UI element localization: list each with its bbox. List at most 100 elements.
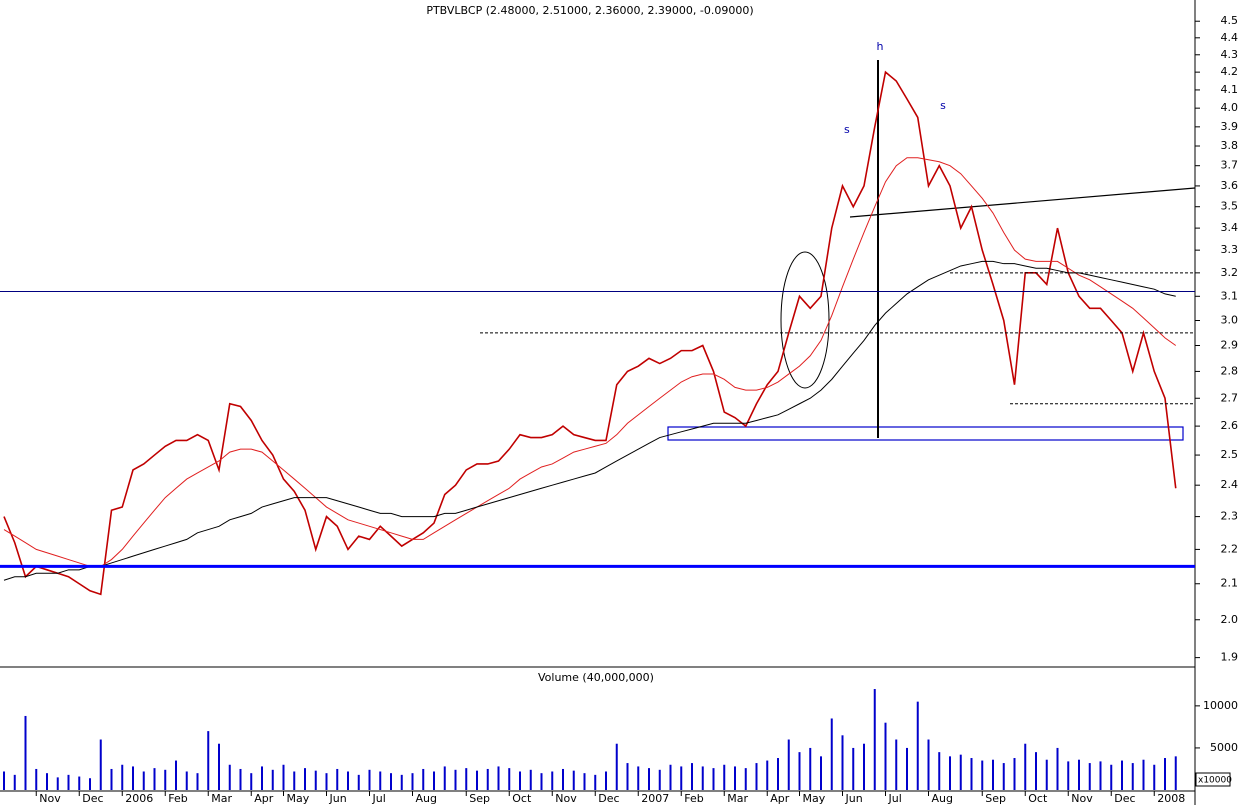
y-tick-label: 2.9	[1221, 339, 1239, 352]
volume-bar	[863, 743, 865, 790]
volume-bar	[562, 768, 564, 790]
volume-bar	[433, 771, 435, 790]
volume-bar	[927, 739, 930, 790]
volume-bar	[282, 764, 285, 790]
unit-box	[1195, 772, 1231, 787]
chart-title: PTBVLBCP (2.48000, 2.51000, 2.36000, 2.3…	[426, 4, 753, 17]
volume-bar	[443, 766, 446, 790]
x-tick-label: Sep	[985, 792, 1006, 805]
y-tick-label: 2.2	[1221, 542, 1239, 555]
price-line	[3, 70, 1177, 596]
volume-bar	[336, 768, 339, 790]
volume-bar	[261, 766, 263, 790]
volume-bar	[218, 743, 220, 790]
y-tick-label: 3.3	[1221, 243, 1239, 256]
x-tick-label: Jun	[845, 792, 863, 805]
volume-bar	[196, 773, 199, 790]
volume-bar	[304, 768, 306, 790]
volume-bar	[895, 739, 898, 790]
x-tick-label: Feb	[684, 792, 703, 805]
x-tick-label: Dec	[82, 792, 103, 805]
volume-bar	[239, 768, 242, 790]
volume-bar	[540, 773, 543, 790]
x-tick-label: 2007	[641, 792, 669, 805]
x-tick-label: Feb	[168, 792, 187, 805]
volume-bar	[798, 752, 801, 790]
volume-bar	[873, 689, 876, 790]
volume-bar	[583, 773, 586, 790]
volume-bar	[1121, 760, 1123, 790]
volume-bar	[379, 771, 382, 790]
volume-bar	[648, 768, 650, 790]
volume-bar	[142, 771, 145, 790]
volume-bar	[981, 760, 984, 790]
volume-title: Volume (40,000,000)	[538, 671, 654, 684]
volume-bar	[46, 773, 48, 790]
volume-bar	[164, 769, 167, 790]
volume-bar	[347, 771, 349, 790]
price-line	[3, 260, 1176, 581]
volume-bar	[970, 758, 973, 790]
y-tick-label: 4.2	[1221, 65, 1239, 78]
x-tick-label: Mar	[211, 792, 232, 805]
x-tick-label: Dec	[598, 792, 619, 805]
volume-bar	[132, 766, 134, 790]
volume-bar	[949, 756, 951, 790]
volume-bar	[691, 763, 693, 790]
x-tick-label: Jul	[372, 792, 386, 805]
y-tick-label: 3.5	[1221, 200, 1239, 213]
x-tick-label: Sep	[469, 792, 490, 805]
volume-bar	[594, 774, 597, 790]
volume-bar	[712, 768, 715, 790]
volume-bar	[454, 769, 457, 790]
x-tick-label: Nov	[1071, 792, 1093, 805]
volume-bar	[615, 743, 618, 790]
volume-bar	[3, 771, 5, 790]
volume-bar	[787, 739, 790, 790]
volume-bar	[680, 766, 683, 790]
volume-bar	[228, 764, 231, 790]
volume-bar	[1035, 752, 1037, 790]
volume-bar	[852, 747, 855, 790]
x-tick-label: Mar	[727, 792, 748, 805]
volume-bar	[1078, 759, 1080, 790]
x-tick-label: Aug	[416, 792, 437, 805]
volume-bar	[422, 768, 425, 790]
volume-bar	[1088, 763, 1091, 790]
volume-bar	[723, 764, 726, 790]
volume-bar	[1002, 763, 1005, 790]
x-tick-label: Nov	[39, 792, 61, 805]
y-tick-label: 2.0	[1221, 613, 1239, 626]
volume-bar	[755, 763, 758, 790]
volume-bar	[1110, 764, 1113, 790]
volume-bar	[1131, 763, 1134, 790]
y-tick-label: 2.8	[1221, 364, 1239, 377]
annotation: s	[940, 99, 946, 112]
volume-bar	[1067, 761, 1070, 790]
x-tick-label: Oct	[512, 792, 532, 805]
volume-bar	[121, 764, 124, 790]
x-tick-label: Nov	[555, 792, 577, 805]
y-tick-label: 4.0	[1221, 101, 1239, 114]
unit-label: x10000	[1198, 776, 1232, 786]
y-tick-label: 1.9	[1221, 651, 1239, 664]
volume-bar	[1164, 758, 1166, 790]
annotation: s	[844, 123, 850, 136]
volume-bar	[551, 771, 554, 790]
x-tick-label: Jul	[888, 792, 902, 805]
volume-bar	[529, 769, 532, 790]
x-tick-label: 2006	[125, 792, 153, 805]
volume-bar	[99, 739, 102, 790]
y-tick-label: 2.7	[1221, 391, 1239, 404]
volume-bar	[884, 722, 887, 790]
y-tick-label: 4.4	[1221, 31, 1239, 44]
y-tick-label: 3.0	[1221, 313, 1239, 326]
volume-bar	[67, 774, 70, 790]
volume-bar	[572, 770, 575, 790]
y-tick-label: 2.3	[1221, 510, 1239, 523]
volume-bar	[1174, 756, 1177, 790]
volume-bar	[744, 768, 747, 790]
volume-bar	[357, 774, 360, 790]
volume-bar	[390, 773, 392, 790]
